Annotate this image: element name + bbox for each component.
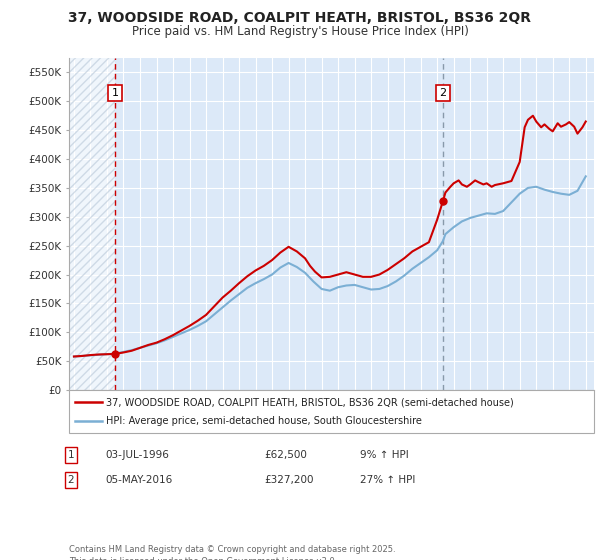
Text: 1: 1 (112, 88, 119, 98)
Text: £327,200: £327,200 (264, 475, 314, 485)
Text: 27% ↑ HPI: 27% ↑ HPI (360, 475, 415, 485)
Text: HPI: Average price, semi-detached house, South Gloucestershire: HPI: Average price, semi-detached house,… (106, 416, 422, 426)
Bar (69, 58, 115, 390)
Text: 2: 2 (67, 475, 74, 485)
Text: 2: 2 (439, 88, 446, 98)
Text: 05-MAY-2016: 05-MAY-2016 (105, 475, 172, 485)
Text: 03-JUL-1996: 03-JUL-1996 (105, 450, 169, 460)
Text: 9% ↑ HPI: 9% ↑ HPI (360, 450, 409, 460)
Text: Contains HM Land Registry data © Crown copyright and database right 2025.
This d: Contains HM Land Registry data © Crown c… (69, 545, 395, 560)
Text: 37, WOODSIDE ROAD, COALPIT HEATH, BRISTOL, BS36 2QR (semi-detached house): 37, WOODSIDE ROAD, COALPIT HEATH, BRISTO… (106, 397, 514, 407)
Text: Price paid vs. HM Land Registry's House Price Index (HPI): Price paid vs. HM Land Registry's House … (131, 25, 469, 38)
Text: 1: 1 (67, 450, 74, 460)
Text: £62,500: £62,500 (264, 450, 307, 460)
Text: 37, WOODSIDE ROAD, COALPIT HEATH, BRISTOL, BS36 2QR: 37, WOODSIDE ROAD, COALPIT HEATH, BRISTO… (68, 11, 532, 25)
